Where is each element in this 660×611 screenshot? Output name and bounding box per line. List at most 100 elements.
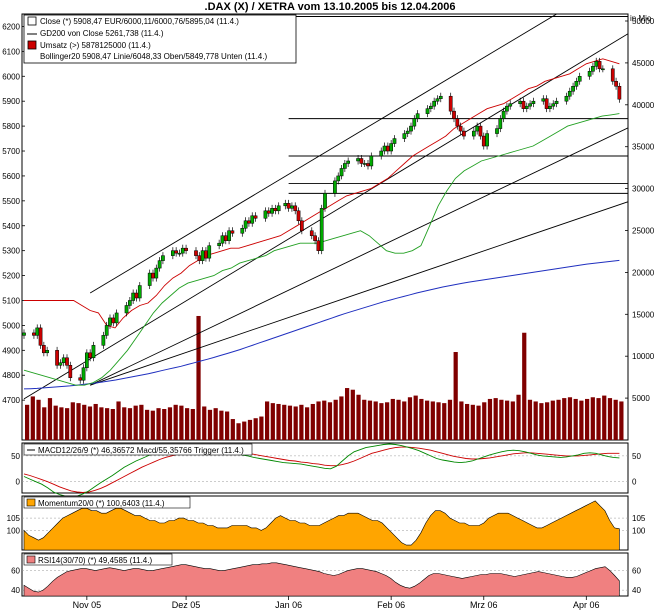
candle-body [283, 203, 288, 207]
candle [184, 244, 188, 255]
candle-body [131, 292, 136, 301]
candle-body [336, 175, 341, 182]
candle [243, 217, 248, 232]
volume-bar [590, 397, 595, 440]
volume-bar [539, 403, 544, 440]
candle-body [591, 66, 595, 72]
candle [617, 82, 622, 103]
candle-body [204, 250, 208, 259]
candle-body [161, 255, 165, 261]
candle-body [402, 133, 407, 139]
volume-tick-label: 50000 [632, 17, 655, 26]
candle [409, 122, 413, 135]
momentum-legend-swatch [26, 498, 36, 507]
candle-body [435, 98, 440, 102]
candle-body [273, 208, 278, 212]
candle-body [544, 98, 549, 109]
candle-body [134, 292, 139, 299]
candle [567, 87, 572, 100]
price-tick-label: 5100 [2, 296, 20, 305]
price-tick-label: 4800 [2, 371, 20, 380]
candle-body [594, 61, 599, 67]
momentum-label: Momentum20/0 (*) 100,6403 (11.4.) [38, 499, 165, 508]
candle [41, 341, 46, 357]
candle-body [617, 85, 622, 100]
volume-bar [516, 394, 521, 440]
price-axis-labels: 4700 4800 4900 5000 5100 5200 5300 5400 5500 5600… [2, 22, 20, 405]
volume-bar [59, 407, 64, 440]
volume-bar [345, 388, 350, 440]
candle-body [342, 163, 347, 169]
candle-body [389, 143, 394, 152]
volume-bar [242, 421, 247, 440]
volume-bar [105, 408, 110, 440]
price-tick-label: 6100 [2, 47, 20, 56]
volume-bar [65, 408, 70, 440]
candle [227, 227, 231, 245]
macd-grid [22, 455, 628, 482]
candle-body [154, 267, 159, 279]
candle [101, 331, 106, 349]
candle-body [316, 240, 321, 251]
candle-body [452, 110, 456, 119]
candle [240, 224, 245, 237]
volume-bar [385, 402, 390, 440]
candle [600, 65, 605, 73]
volume-bar [70, 402, 75, 440]
candle-body [32, 332, 36, 336]
chart-title: .DAX (X) / XETRA vom 13.10.2005 bis 12.0… [205, 1, 456, 13]
candle [276, 202, 281, 215]
volume-unit-label: in Mio [630, 14, 652, 23]
volume-tick-label: 25000 [632, 227, 655, 236]
volume-bar [282, 404, 287, 440]
candle [577, 72, 582, 85]
candle-body [266, 210, 271, 214]
volume-bar [545, 402, 550, 440]
volume-bar [310, 403, 315, 440]
candle-body [614, 81, 618, 87]
volume-bar [562, 398, 567, 440]
candle [207, 242, 212, 262]
candle-body [58, 362, 63, 366]
volume-bar [487, 398, 493, 440]
legend-umsatz-swatch [27, 40, 37, 50]
volume-bar [116, 401, 121, 440]
volume-tick-label: 45000 [632, 59, 655, 68]
tick-label-left: 50 [11, 452, 20, 461]
candle-body [174, 250, 179, 254]
volume-bar [459, 401, 464, 440]
candle [531, 97, 536, 108]
volume-bar [25, 404, 30, 440]
candle [104, 321, 109, 339]
candle-body [524, 105, 529, 109]
candle [161, 252, 165, 265]
candle [45, 346, 50, 357]
candle-body [22, 332, 26, 336]
volume-bar [179, 405, 184, 440]
macd-line [23, 443, 620, 498]
candle [55, 346, 59, 369]
x-tick-label: Mrz 06 [470, 600, 498, 610]
volume-bar [350, 389, 355, 440]
candle-body [339, 168, 344, 177]
volume-bar [265, 401, 270, 440]
candle-body [362, 163, 367, 165]
trend-line [90, 201, 628, 386]
candle [157, 257, 162, 272]
candle [81, 364, 86, 384]
price-tick-label: 6000 [2, 72, 20, 81]
candle-body [521, 100, 526, 109]
candle-body [270, 208, 274, 214]
candle-body [38, 327, 43, 346]
volume-bar [367, 400, 373, 440]
volume-bar [447, 399, 453, 440]
volume-bar [470, 404, 475, 440]
volume-bar [219, 410, 224, 440]
volume-bar [322, 400, 327, 440]
volume-bar [556, 399, 561, 440]
price-tick-label: 5600 [2, 172, 20, 181]
candle-body [567, 90, 572, 97]
candle [84, 349, 89, 372]
x-tick-label: Nov 05 [73, 600, 102, 610]
volume-bar [607, 398, 613, 440]
